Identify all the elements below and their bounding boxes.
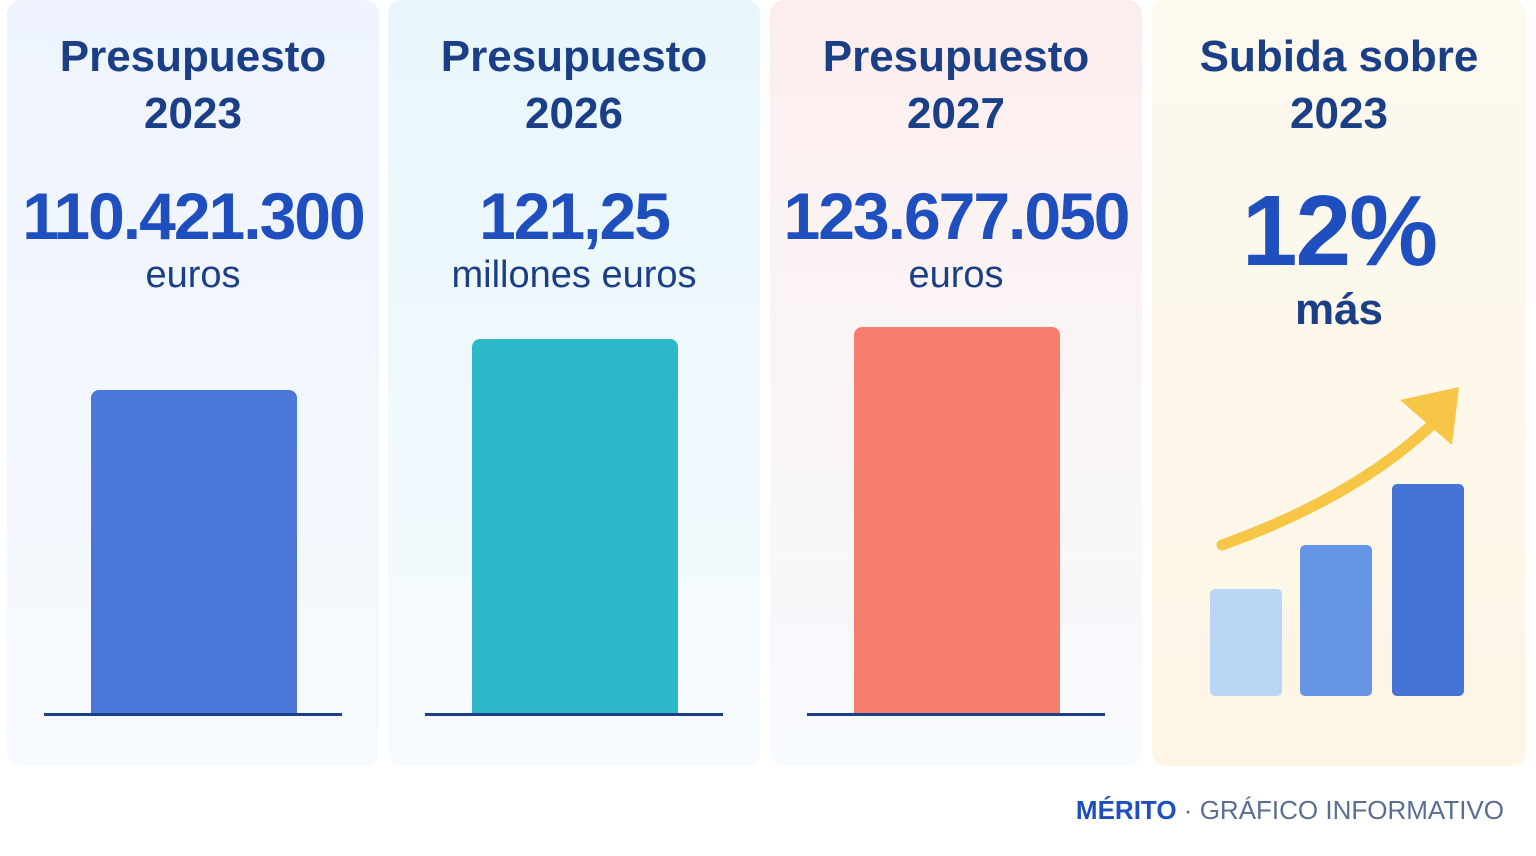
panel-title: Presupuesto 2026 bbox=[440, 32, 708, 138]
budget-unit: euros bbox=[908, 254, 1004, 296]
panel-title: Presupuesto 2027 bbox=[822, 32, 1090, 138]
budget-unit: euros bbox=[145, 254, 241, 296]
footer-credit: MÉRITO · GRÁFICO INFORMATIVO bbox=[1076, 794, 1504, 826]
growth-bar-medium bbox=[1300, 545, 1372, 696]
trend-arrow-icon bbox=[1216, 387, 1459, 551]
bar-presupuesto-2026 bbox=[472, 338, 678, 714]
budget-unit: millones euros bbox=[451, 254, 697, 296]
panel-title: Presupuesto 2023 bbox=[59, 32, 327, 138]
budget-value: 123.677.050 bbox=[783, 179, 1130, 253]
brand-name: MÉRITO bbox=[1075, 795, 1177, 825]
bar-presupuesto-2027 bbox=[854, 327, 1060, 714]
footer-text: GRÁFICO INFORMATIVO bbox=[1199, 795, 1504, 825]
baseline bbox=[807, 713, 1105, 716]
increase-unit: más bbox=[1294, 285, 1384, 334]
growth-bar-large bbox=[1392, 484, 1464, 696]
baseline bbox=[425, 713, 723, 716]
panel-presupuesto-2027: Presupuesto 2027 123.677.050 euros bbox=[770, 0, 1142, 766]
budget-value: 121,25 bbox=[479, 179, 671, 253]
baseline bbox=[44, 713, 342, 716]
panel-presupuesto-2026: Presupuesto 2026 121,25 millones euros bbox=[388, 0, 760, 766]
panel-subida: Subida sobre 2023 12% más bbox=[1152, 0, 1526, 766]
summary-title: Subida sobre 2023 bbox=[1199, 32, 1479, 138]
growth-bar-small bbox=[1210, 589, 1282, 696]
increase-value: 12% bbox=[1241, 175, 1438, 287]
bar-presupuesto-2023 bbox=[91, 390, 297, 714]
panel-presupuesto-2023: Presupuesto 2023 110.421.300 euros bbox=[7, 0, 379, 766]
budget-value: 110.421.300 bbox=[22, 179, 365, 253]
footer-separator: · bbox=[1183, 795, 1193, 825]
